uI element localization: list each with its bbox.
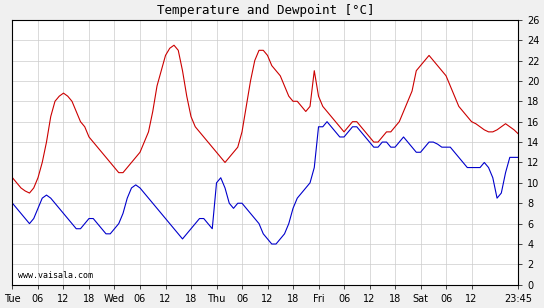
Text: www.vaisala.com: www.vaisala.com xyxy=(17,270,92,279)
Title: Temperature and Dewpoint [°C]: Temperature and Dewpoint [°C] xyxy=(157,4,374,17)
